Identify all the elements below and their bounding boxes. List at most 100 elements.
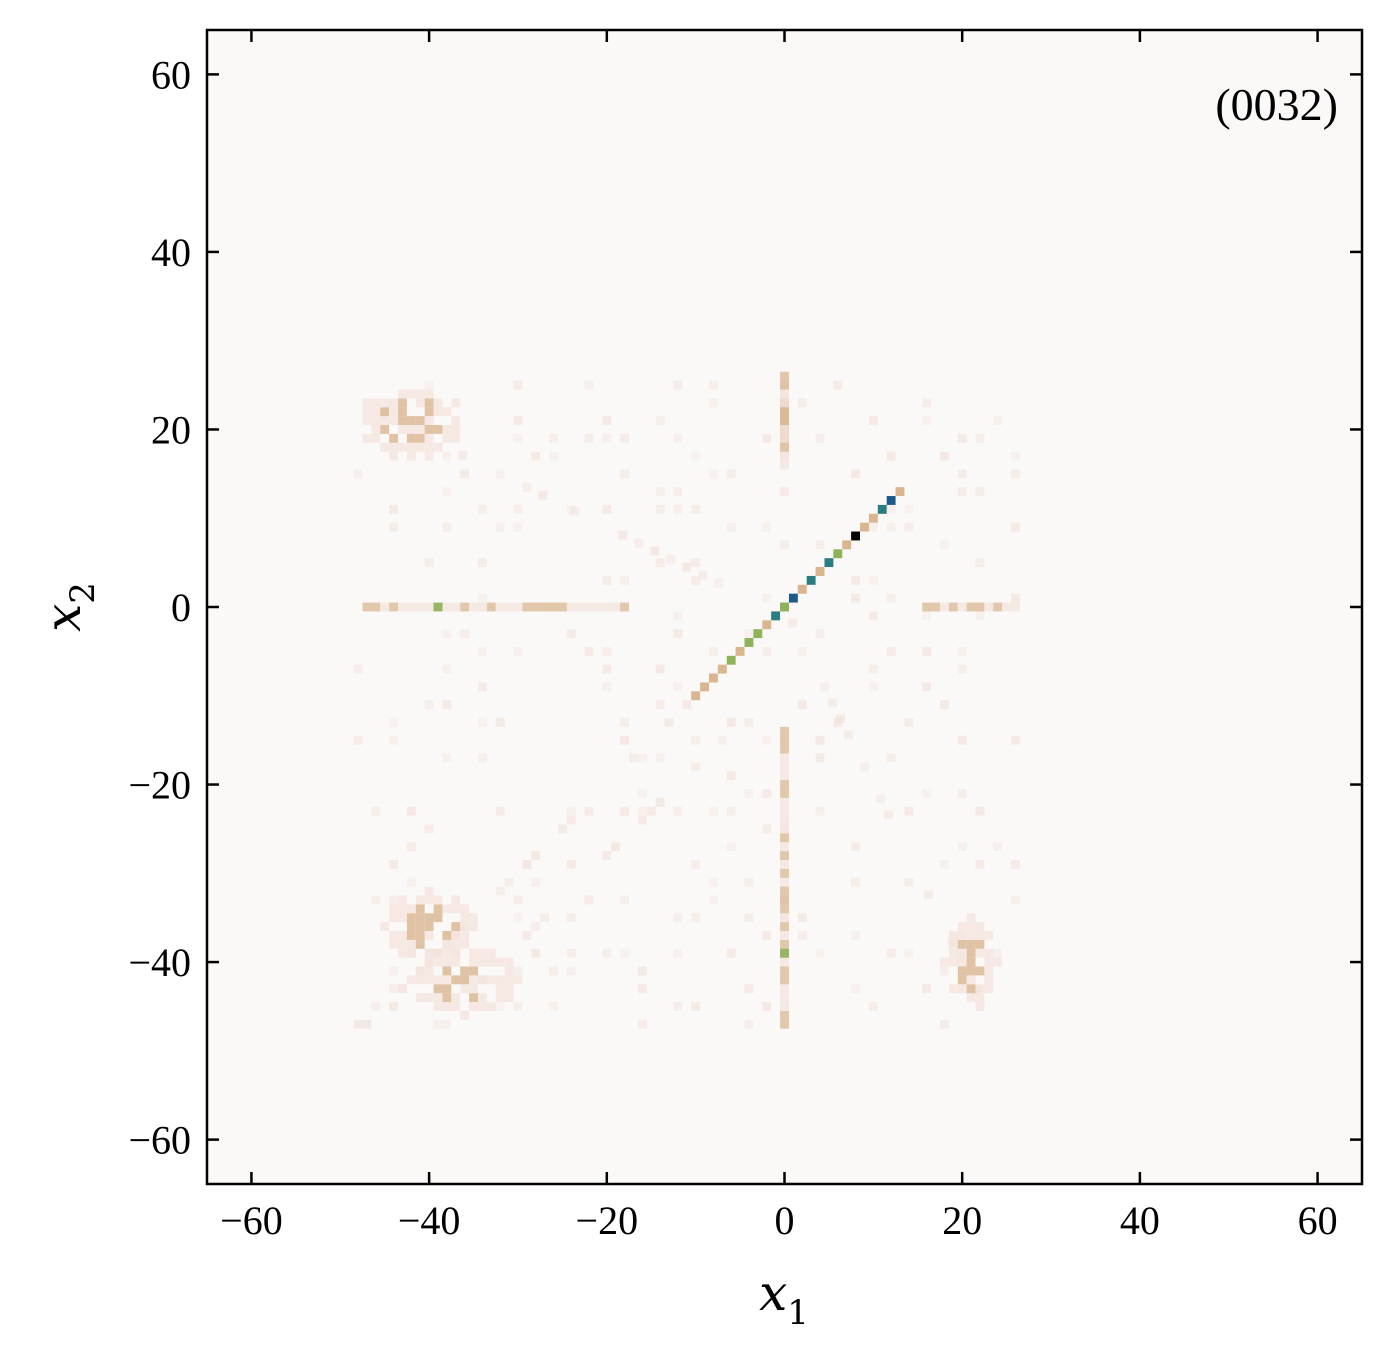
heatmap-cell <box>637 788 647 798</box>
heatmap-cell <box>513 966 523 976</box>
heatmap-cell <box>513 895 523 905</box>
heatmap-cell <box>984 931 994 940</box>
heatmap-cell <box>762 433 772 443</box>
heatmap-cell <box>780 425 789 434</box>
heatmap-cell <box>931 602 940 612</box>
heatmap-cell <box>451 948 461 958</box>
heatmap-cell <box>549 1002 558 1011</box>
heatmap-cell <box>797 646 807 656</box>
heatmap-cell <box>495 957 505 967</box>
heatmap-cell-diagonal <box>851 531 861 541</box>
heatmap-cell <box>780 380 789 390</box>
heatmap-cell <box>780 540 789 550</box>
heatmap-cell <box>602 646 612 656</box>
heatmap-cell <box>993 842 1003 852</box>
heatmap-cell <box>904 504 914 514</box>
heatmap-cell <box>780 895 789 905</box>
heatmap-cell <box>398 442 407 452</box>
heatmap-cell <box>442 753 452 763</box>
heatmap-cell <box>708 895 718 905</box>
heatmap-cell <box>975 859 985 869</box>
heatmap-cell <box>708 380 718 390</box>
heatmap-cell <box>451 425 461 434</box>
heatmap-cell <box>406 416 416 426</box>
heatmap-cell <box>460 922 470 932</box>
heatmap-cell <box>451 957 461 967</box>
heatmap-cell <box>948 931 958 940</box>
heatmap-cell <box>415 904 425 914</box>
x-tick-label: −60 <box>220 1198 283 1243</box>
heatmap-cell-diagonal <box>753 629 763 639</box>
heatmap-cell <box>815 735 825 745</box>
heatmap-cell <box>780 948 789 958</box>
heatmap-cell <box>389 966 399 976</box>
heatmap-cell <box>442 522 452 532</box>
heatmap-cell <box>424 389 434 399</box>
heatmap-cell <box>424 425 434 434</box>
heatmap-cell <box>966 922 976 932</box>
heatmap-cell <box>780 371 789 381</box>
heatmap-cell <box>780 726 789 736</box>
heatmap-cell <box>504 877 514 887</box>
heatmap-cell-diagonal <box>868 513 878 523</box>
heatmap-cell <box>886 646 896 656</box>
heatmap-cell <box>691 575 701 585</box>
heatmap-cell <box>714 578 724 588</box>
heatmap-cell <box>815 806 825 816</box>
heatmap-cell <box>780 762 789 772</box>
heatmap-cell <box>975 984 985 994</box>
panel-label: (0032) <box>1215 79 1338 130</box>
heatmap-cell <box>966 948 976 958</box>
heatmap-cell <box>584 895 594 905</box>
heatmap-cell <box>442 487 452 497</box>
heatmap-cell <box>993 602 1003 612</box>
heatmap-cell <box>726 806 736 816</box>
heatmap-cell <box>406 913 416 923</box>
heatmap-cell <box>495 993 505 1003</box>
heatmap-cell <box>424 913 434 923</box>
heatmap-cell <box>389 407 399 417</box>
heatmap-cell <box>1011 451 1020 461</box>
heatmap-cell <box>415 913 425 923</box>
heatmap-cell <box>650 546 660 556</box>
heatmap-cell <box>513 1002 523 1011</box>
heatmap-cell <box>975 602 985 612</box>
heatmap-cell <box>584 380 594 390</box>
heatmap-cell <box>975 922 985 932</box>
heatmap-cell <box>442 407 452 417</box>
y-axis-label-main: x <box>34 604 92 632</box>
heatmap-cell <box>993 948 1003 958</box>
heatmap-cell <box>486 975 496 985</box>
heatmap-cell <box>389 416 399 426</box>
heatmap-cell <box>469 993 478 1003</box>
heatmap-cell-diagonal <box>735 646 745 656</box>
heatmap-cell <box>922 682 932 692</box>
heatmap-cell <box>975 948 985 958</box>
heatmap-cell <box>442 948 452 958</box>
heatmap-cell <box>566 602 576 612</box>
heatmap-cell <box>424 966 434 976</box>
heatmap-cell <box>442 425 452 434</box>
heatmap-cell <box>371 1002 381 1011</box>
heatmap-cell <box>673 487 683 497</box>
heatmap-cell <box>513 913 523 923</box>
heatmap-cell <box>362 407 372 417</box>
heatmap-cell <box>389 433 399 443</box>
heatmap-cell <box>797 931 807 940</box>
heatmap-cell <box>433 895 443 905</box>
heatmap-cell <box>939 700 949 710</box>
heatmap-cell <box>851 469 861 479</box>
y-tick-label: −40 <box>128 940 191 985</box>
heatmap-cell <box>1011 895 1020 905</box>
heatmap-cell <box>389 1002 399 1011</box>
heatmap-cell <box>851 575 861 585</box>
heatmap-cell <box>415 433 425 443</box>
heatmap-cell-diagonal <box>877 504 887 514</box>
heatmap-cell <box>433 407 443 417</box>
heatmap-cell <box>673 433 683 443</box>
heatmap-cell <box>975 433 985 443</box>
heatmap-cell <box>398 913 407 923</box>
heatmap-cell <box>540 602 550 612</box>
heatmap-cell <box>415 602 425 612</box>
heatmap-cell <box>389 895 399 905</box>
